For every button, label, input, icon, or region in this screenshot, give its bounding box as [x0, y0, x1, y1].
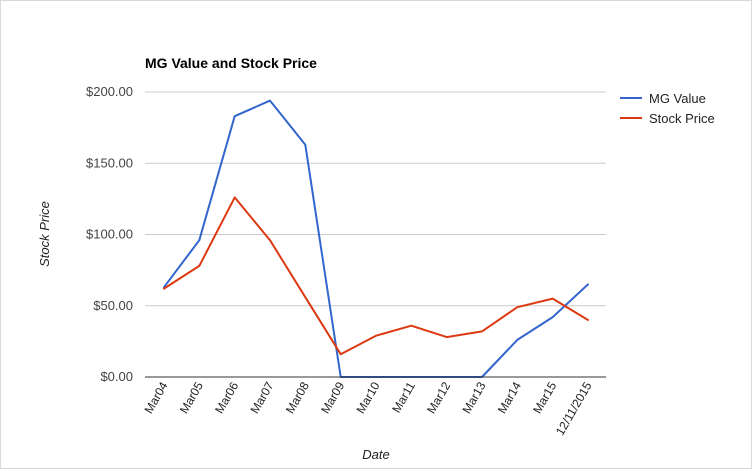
chart-title: MG Value and Stock Price — [145, 55, 317, 71]
legend: MG Value Stock Price — [620, 91, 715, 126]
y-axis-ticks: $0.00 $50.00 $100.00 $150.00 $200.00 — [86, 84, 133, 384]
series-line-stock-price — [163, 196, 589, 356]
y-axis-label: Stock Price — [37, 201, 52, 267]
y-tick-label: $0.00 — [100, 369, 133, 384]
y-tick-label: $200.00 — [86, 84, 133, 99]
y-tick-label: $50.00 — [93, 298, 133, 313]
y-tick-label: $150.00 — [86, 155, 133, 170]
legend-label: Stock Price — [649, 111, 715, 126]
x-axis-label: Date — [362, 447, 389, 462]
y-tick-label: $100.00 — [86, 227, 133, 242]
legend-label: MG Value — [649, 91, 706, 106]
